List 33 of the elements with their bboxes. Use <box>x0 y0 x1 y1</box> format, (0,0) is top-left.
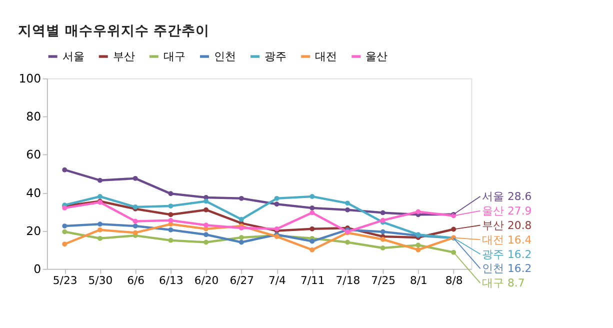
legend-label: 울산 <box>366 50 388 64</box>
x-tick-label: 7/25 <box>371 274 396 287</box>
x-tick-label: 6/20 <box>194 274 219 287</box>
annotation: 울산 27.9 <box>482 204 532 218</box>
annotation: 대구 8.7 <box>482 276 525 290</box>
x-tick-label: 6/27 <box>230 274 254 287</box>
x-tick-label: 7/11 <box>300 274 325 287</box>
annotation: 대전 16.4 <box>482 233 532 246</box>
x-tick-label: 6/13 <box>158 274 184 287</box>
annotation: 서울 28.6 <box>482 190 532 203</box>
legend-label: 광주 <box>264 50 287 64</box>
y-tick-label: 60 <box>26 148 42 162</box>
annotation: 인천 16.2 <box>482 262 532 276</box>
x-tick-label: 7/18 <box>336 274 360 287</box>
y-tick-label: 20 <box>26 224 42 238</box>
y-tick-label: 0 <box>34 262 42 276</box>
annotation: 부산 20.8 <box>482 218 532 232</box>
x-tick-label: 5/30 <box>88 274 113 287</box>
x-tick-label: 6/6 <box>127 274 145 287</box>
legend-label: 서울 <box>62 50 84 64</box>
y-tick-label: 100 <box>18 71 42 86</box>
x-tick-label: 7/4 <box>268 274 286 287</box>
legend-label: 대구 <box>163 50 186 64</box>
x-tick-label: 8/8 <box>445 274 463 287</box>
legend-label: 인천 <box>214 50 236 64</box>
annotation: 광주 16.2 <box>482 248 532 261</box>
y-tick-label: 40 <box>26 186 42 200</box>
x-tick-label: 5/23 <box>52 274 78 287</box>
x-tick-label: 8/1 <box>410 274 428 287</box>
legend-label: 부산 <box>112 50 135 64</box>
y-tick-label: 80 <box>26 110 42 124</box>
chart-title: 지역별 매수우위지수 주간추이 <box>18 23 210 40</box>
legend-label: 대전 <box>315 50 338 64</box>
